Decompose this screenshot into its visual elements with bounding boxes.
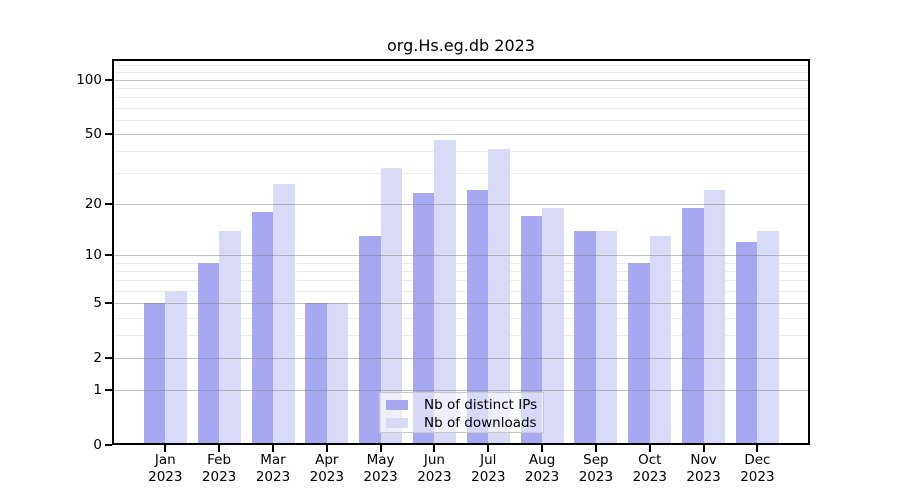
bar-nb-of-distinct-ips-dec-2023 [735, 241, 758, 445]
y-axis-label-5: 5 [93, 295, 102, 312]
bar-nb-of-downloads-aug-2023 [542, 207, 564, 445]
gridline-minor-120 [112, 65, 810, 67]
y-axis-tick-100 [105, 78, 112, 81]
legend-entry-downloads: Nb of downloads [386, 415, 543, 431]
x-axis-tick-oct-2023 [648, 445, 651, 452]
bar-nb-of-downloads-jan-2023 [165, 290, 187, 445]
gridline-major-20 [112, 203, 810, 205]
legend-swatch-downloads [386, 418, 408, 428]
x-axis-tick-mar-2023 [272, 445, 274, 452]
gridline-minor-7 [112, 280, 810, 282]
y-axis-tick-1 [105, 389, 112, 392]
y-axis-label-100: 100 [76, 71, 102, 88]
legend: Nb of distinct IPs Nb of downloads [379, 392, 544, 433]
gridline-minor-60 [112, 119, 810, 121]
bar-nb-of-distinct-ips-jun-2023 [412, 193, 435, 445]
bar-nb-of-downloads-jun-2023 [434, 140, 456, 445]
x-axis-label-sep-2023: Sep 2023 [578, 452, 614, 485]
bar-nb-of-distinct-ips-nov-2023 [682, 207, 704, 445]
gridline-major-100 [112, 79, 810, 81]
gridline-minor-6 [112, 290, 810, 292]
bar-nb-of-downloads-oct-2023 [649, 236, 672, 445]
x-axis-label-jul-2023: Jul 2023 [471, 452, 506, 485]
y-axis-label-20: 20 [84, 195, 102, 212]
legend-label-distinct-ips: Nb of distinct IPs [424, 397, 538, 413]
x-axis-label-feb-2023: Feb 2023 [201, 452, 237, 485]
bar-nb-of-downloads-sep-2023 [595, 230, 618, 445]
x-axis-label-jun-2023: Jun 2023 [417, 452, 452, 485]
x-axis-label-oct-2023: Oct 2023 [632, 452, 667, 485]
bar-nb-of-distinct-ips-oct-2023 [628, 262, 650, 445]
gridline-minor-80 [112, 97, 810, 99]
gridline-minor-9 [112, 262, 810, 264]
y-axis-tick-10 [105, 254, 112, 257]
chart-title: org.Hs.eg.db 2023 [387, 36, 535, 55]
x-axis-tick-aug-2023 [541, 445, 544, 452]
x-axis-tick-jul-2023 [487, 445, 490, 452]
gridline-minor-40 [112, 151, 810, 152]
bar-nb-of-distinct-ips-jul-2023 [466, 190, 489, 445]
y-axis-tick-2 [105, 357, 112, 359]
gridline-minor-8 [112, 271, 810, 272]
x-axis-label-jan-2023: Jan 2023 [148, 452, 183, 485]
legend-entry-distinct-ips: Nb of distinct IPs [386, 397, 543, 413]
bar-nb-of-distinct-ips-sep-2023 [574, 230, 596, 445]
y-axis-tick-0 [105, 444, 112, 446]
gridline-minor-70 [112, 107, 810, 109]
x-axis-label-dec-2023: Dec 2023 [740, 452, 775, 485]
x-axis-label-may-2023: May 2023 [363, 452, 398, 485]
y-axis-tick-20 [105, 202, 112, 205]
bar-nb-of-distinct-ips-apr-2023 [305, 303, 327, 445]
gridline-minor-3 [112, 335, 810, 337]
gridline-major-2 [112, 358, 810, 359]
y-axis-label-10: 10 [84, 247, 102, 264]
legend-label-downloads: Nb of downloads [424, 415, 537, 431]
x-axis-tick-dec-2023 [756, 445, 759, 452]
x-axis-tick-may-2023 [379, 445, 382, 452]
x-axis-tick-jan-2023 [164, 445, 167, 452]
x-axis-tick-feb-2023 [218, 445, 221, 452]
x-axis-label-mar-2023: Mar 2023 [255, 452, 291, 485]
legend-swatch-distinct-ips [386, 400, 408, 410]
bar-nb-of-distinct-ips-may-2023 [359, 236, 381, 445]
x-axis-label-apr-2023: Apr 2023 [309, 452, 344, 485]
y-axis-label-1: 1 [93, 382, 102, 399]
gridline-minor-90 [112, 87, 810, 89]
y-axis-tick-50 [105, 132, 112, 135]
bar-nb-of-downloads-dec-2023 [757, 230, 779, 445]
bar-nb-of-downloads-mar-2023 [273, 184, 295, 445]
y-axis-tick-5 [105, 302, 112, 305]
bar-nb-of-distinct-ips-feb-2023 [197, 262, 220, 445]
bar-nb-of-distinct-ips-jan-2023 [143, 303, 166, 445]
bar-nb-of-distinct-ips-mar-2023 [251, 211, 273, 445]
bar-nb-of-downloads-apr-2023 [326, 303, 349, 445]
plot-area [112, 59, 810, 445]
y-axis-label-50: 50 [84, 125, 102, 142]
gridline-minor-110 [112, 72, 810, 74]
bar-nb-of-downloads-jul-2023 [488, 149, 510, 445]
x-axis-tick-sep-2023 [594, 445, 597, 452]
gridline-minor-4 [112, 317, 810, 319]
y-axis-label-2: 2 [93, 350, 102, 366]
bar-nb-of-downloads-may-2023 [380, 168, 403, 445]
bar-nb-of-downloads-nov-2023 [703, 190, 726, 445]
x-axis-tick-nov-2023 [702, 445, 705, 452]
gridline-major-5 [112, 303, 810, 305]
gridline-major-1 [112, 390, 810, 392]
bar-nb-of-downloads-feb-2023 [219, 230, 241, 445]
x-axis-tick-jun-2023 [433, 445, 436, 452]
gridline-major-50 [112, 133, 810, 135]
y-axis-label-0: 0 [93, 437, 102, 453]
x-axis-tick-apr-2023 [325, 445, 328, 452]
x-axis-label-nov-2023: Nov 2023 [686, 452, 721, 485]
bar-nb-of-distinct-ips-aug-2023 [520, 216, 543, 445]
x-axis-label-aug-2023: Aug 2023 [524, 452, 560, 485]
gridline-major-10 [112, 255, 810, 257]
gridline-minor-30 [112, 173, 810, 175]
